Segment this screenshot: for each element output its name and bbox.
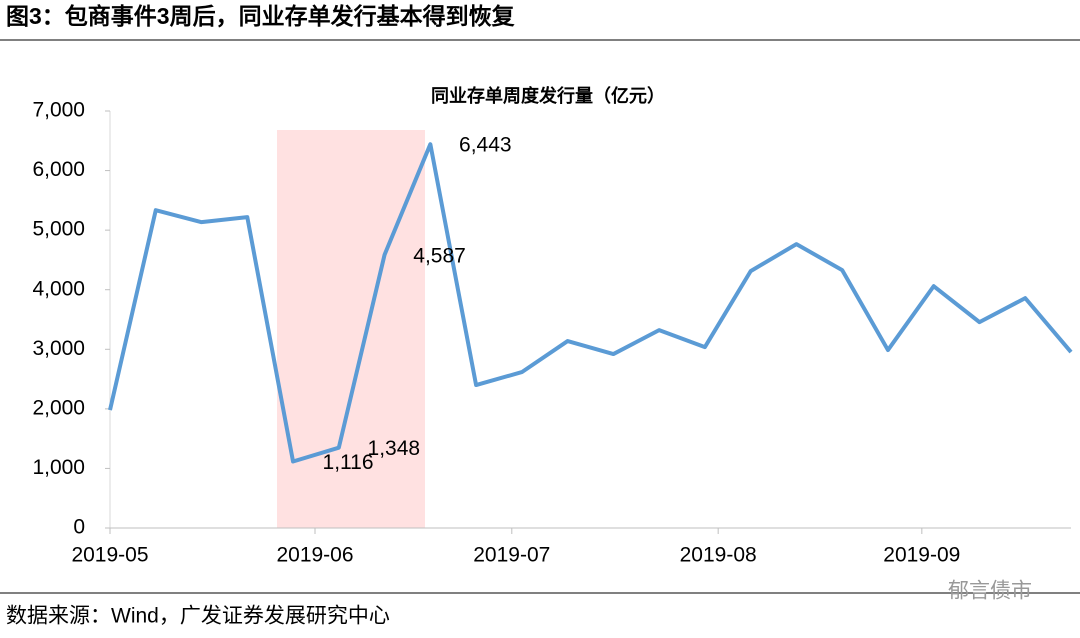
x-tick-label: 2019-09 <box>883 544 960 567</box>
data-line <box>108 142 1073 464</box>
chart-title: 同业存单周度发行量（亿元） <box>431 85 665 106</box>
y-tick-label: 3,000 <box>32 337 85 360</box>
highlight-band <box>277 130 425 528</box>
y-tick-label: 6,000 <box>32 158 85 181</box>
y-tick-label: 2,000 <box>32 396 85 419</box>
figure-title: 图3：包商事件3周后，同业存单发行基本得到恢复 <box>6 3 516 29</box>
y-tick-label: 7,000 <box>32 99 85 122</box>
y-tick-label: 1,000 <box>32 456 85 479</box>
y-tick-label: 0 <box>73 516 85 539</box>
x-tick-label: 2019-05 <box>71 544 148 567</box>
watermark: 郁言债市 <box>948 580 1032 603</box>
data-label: 4,587 <box>413 244 466 267</box>
y-tick-label: 5,000 <box>32 218 85 241</box>
y-tick-label: 4,000 <box>32 277 85 300</box>
data-label: 1,348 <box>368 437 421 460</box>
source-note: 数据来源：Wind，广发证券发展研究中心 <box>6 605 390 628</box>
x-tick-label: 2019-06 <box>276 544 353 567</box>
x-tick-label: 2019-07 <box>473 544 550 567</box>
data-label: 1,116 <box>323 451 374 474</box>
x-tick-label: 2019-08 <box>680 544 757 567</box>
data-label: 6,443 <box>459 134 512 157</box>
